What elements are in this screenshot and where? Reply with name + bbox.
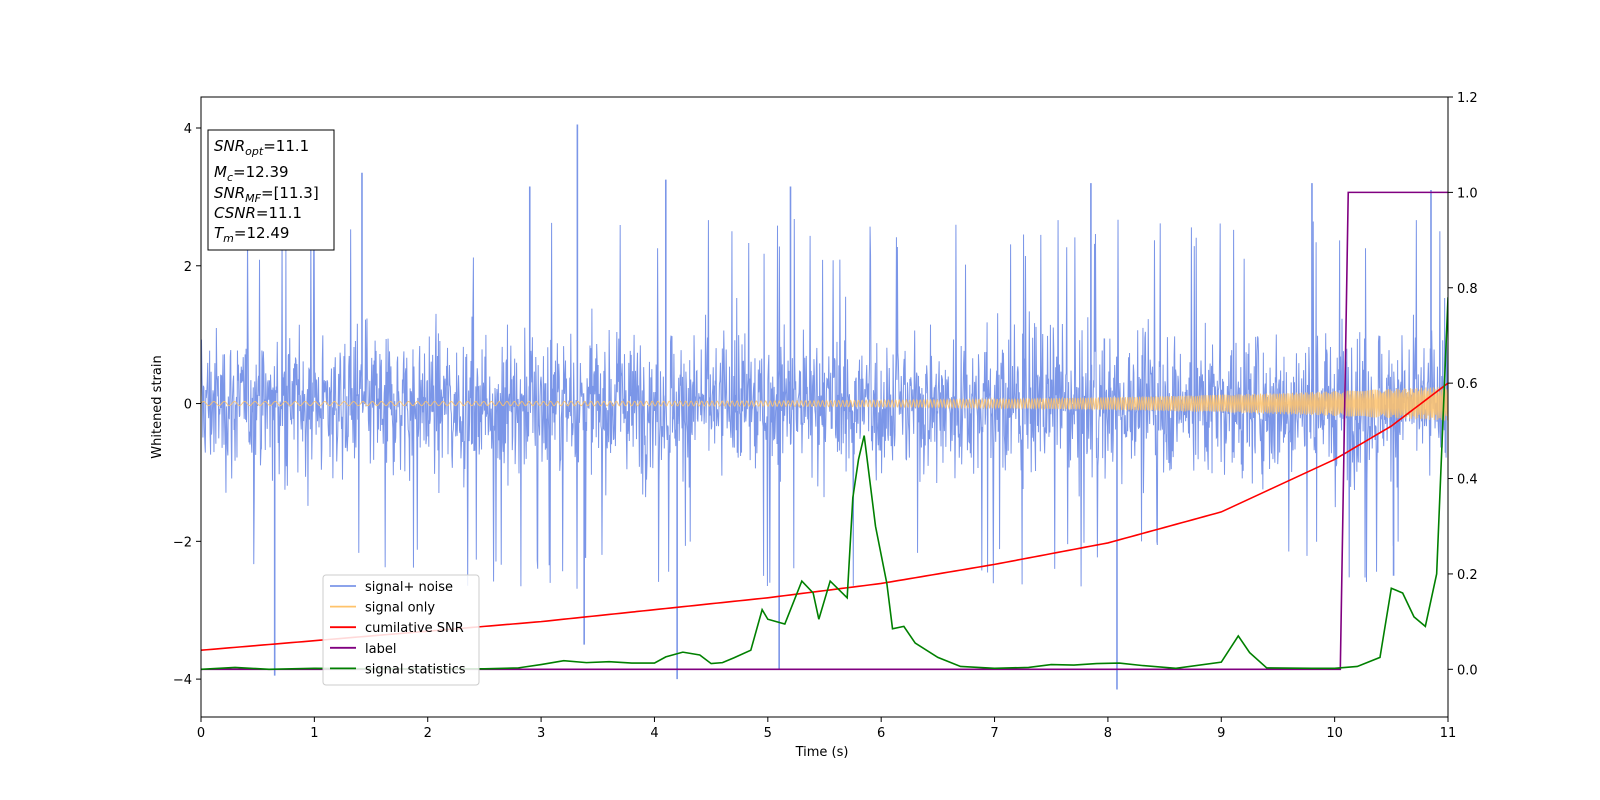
- annotation-line: SNRMF=[11.3]: [214, 184, 319, 205]
- x-tick-label: 9: [1217, 726, 1225, 741]
- signal-statistics-line: [201, 297, 1448, 671]
- y-tick-label-left: −4: [173, 673, 192, 688]
- x-tick-label: 3: [537, 726, 545, 741]
- signal-only-line: [201, 386, 1448, 421]
- y-tick-label-right: 0.6: [1457, 377, 1478, 392]
- x-tick-label: 6: [877, 726, 885, 741]
- x-tick-label: 5: [764, 726, 772, 741]
- y-tick-label-left: 2: [184, 260, 192, 275]
- x-tick-label: 11: [1440, 726, 1457, 741]
- legend-entry: label: [365, 642, 396, 657]
- x-tick-label: 10: [1326, 726, 1343, 741]
- x-tick-label: 4: [650, 726, 658, 741]
- legend-entry: cumilative SNR: [365, 621, 464, 636]
- legend-entry: signal statistics: [365, 662, 466, 677]
- y-tick-label-left: −2: [173, 535, 192, 550]
- x-tick-label: 7: [990, 726, 998, 741]
- y-ticks-left: −4 −2 0 2 4: [173, 122, 201, 688]
- axes-frame: [200, 96, 1449, 718]
- legend: signal+ noise signal only cumilative SNR la…: [322, 574, 480, 686]
- legend-entry: signal+ noise: [365, 580, 453, 595]
- legend-entry: signal only: [365, 601, 435, 616]
- x-tick-label: 2: [424, 726, 432, 741]
- label-line: [201, 191, 1448, 671]
- annotation-line: SNRopt=11.1: [214, 137, 309, 158]
- y-tick-label-right: 1.2: [1457, 91, 1478, 106]
- y-tick-label-right: 0.0: [1457, 663, 1478, 678]
- y-tick-label-right: 0.2: [1457, 568, 1478, 583]
- annotation-line: CSNR=11.1: [214, 204, 302, 222]
- y-tick-label-right: 0.8: [1457, 282, 1478, 297]
- x-ticks: 0 1 2 3 4 5 6 7 8 9 10 11: [197, 717, 1456, 741]
- x-tick-label: 0: [197, 726, 205, 741]
- y-tick-label-right: 1.0: [1457, 186, 1478, 201]
- y-tick-label-left: 4: [184, 122, 192, 137]
- y-ticks-right: 0.0 0.2 0.4 0.6 0.8 1.0 1.2: [1448, 91, 1478, 678]
- x-tick-label: 8: [1104, 726, 1112, 741]
- x-tick-label: 1: [310, 726, 318, 741]
- y-tick-label-left: 0: [184, 398, 192, 413]
- annotation-line: Tm=12.49: [214, 224, 289, 245]
- x-axis-label: Time (s): [795, 745, 849, 760]
- signal-noise-spikes: [273, 124, 1432, 690]
- y-tick-label-right: 0.4: [1457, 473, 1478, 488]
- y-axis-label: Whitened strain: [150, 355, 165, 458]
- signal-noise-band: [201, 218, 1448, 589]
- stats-annotation-box: SNRopt=11.1 Mc=12.39SNRMF=[11.3]CSNR=11.1…: [207, 129, 335, 251]
- annotation-line: Mc=12.39: [214, 163, 289, 184]
